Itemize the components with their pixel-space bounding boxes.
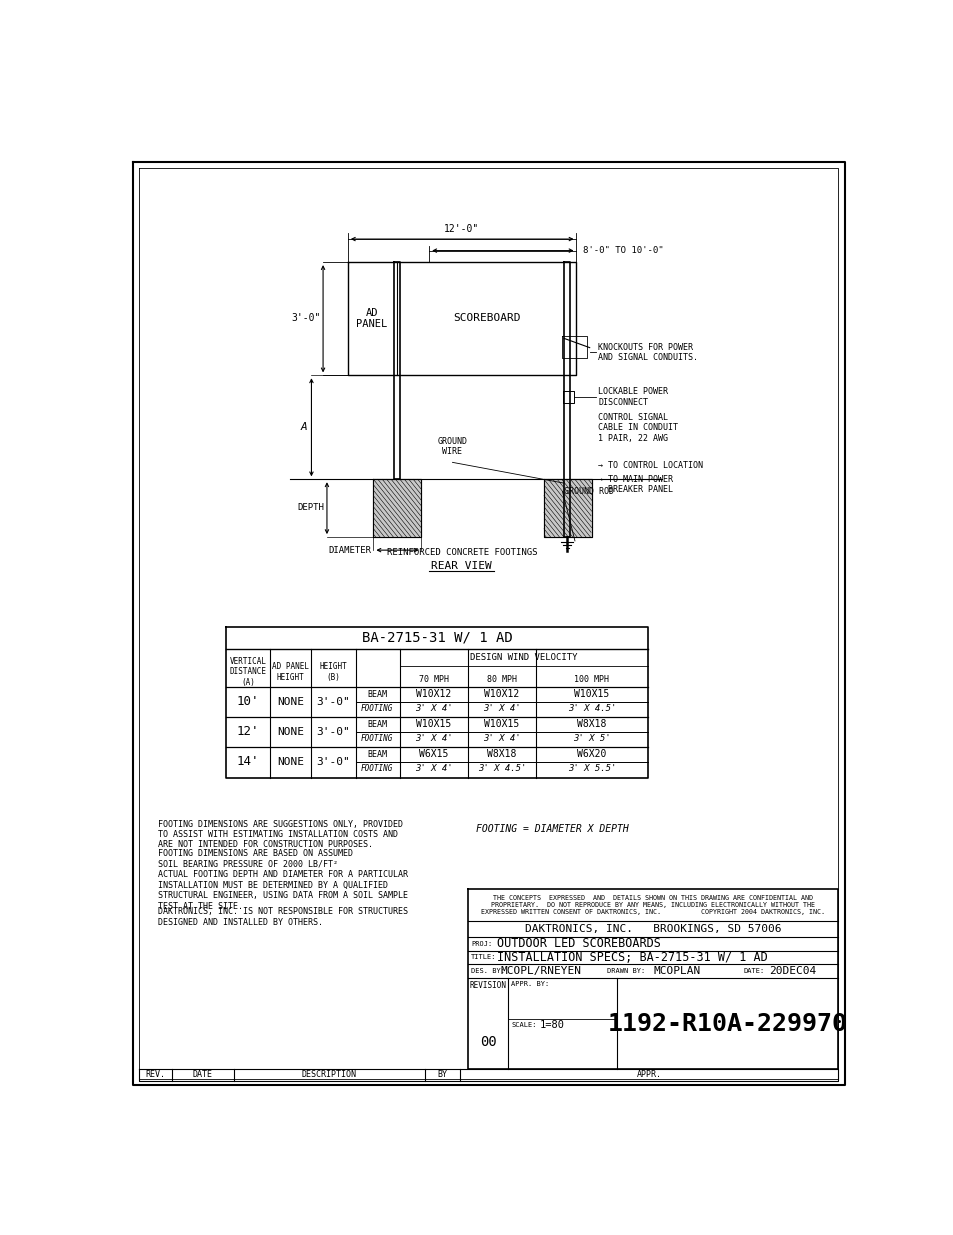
Text: A: A: [300, 422, 307, 432]
Text: → TO CONTROL LOCATION: → TO CONTROL LOCATION: [598, 461, 702, 471]
Text: AD PANEL
HEIGHT: AD PANEL HEIGHT: [272, 662, 309, 682]
Text: THE CONCEPTS  EXPRESSED  AND  DETAILS SHOWN ON THIS DRAWING ARE CONFIDENTIAL AND: THE CONCEPTS EXPRESSED AND DETAILS SHOWN…: [480, 895, 824, 915]
Text: 12'-0": 12'-0": [444, 225, 479, 235]
Text: BA-2715-31 W/ 1 AD: BA-2715-31 W/ 1 AD: [361, 631, 512, 645]
Text: W8X18: W8X18: [577, 719, 606, 729]
Text: FOOTING DIMENSIONS ARE SUGGESTIONS ONLY, PROVIDED
TO ASSIST WITH ESTIMATING INST: FOOTING DIMENSIONS ARE SUGGESTIONS ONLY,…: [158, 820, 402, 850]
Text: DEPTH: DEPTH: [297, 504, 324, 513]
Text: REINFORCED CONCRETE FOOTINGS: REINFORCED CONCRETE FOOTINGS: [386, 548, 537, 557]
Text: NONE: NONE: [276, 697, 304, 706]
Text: 1=80: 1=80: [538, 1020, 564, 1030]
Text: DAKTRONICS, INC. IS NOT RESPONSIBLE FOR STRUCTURES
DESIGNED AND INSTALLED BY OTH: DAKTRONICS, INC. IS NOT RESPONSIBLE FOR …: [158, 908, 408, 926]
Text: SCALE:: SCALE:: [511, 1021, 537, 1028]
Text: PROJ:: PROJ:: [471, 941, 492, 946]
Polygon shape: [543, 479, 592, 537]
Text: FOOTING: FOOTING: [361, 764, 393, 773]
Text: DAKTRONICS, INC.   BROOKINGS, SD 57006: DAKTRONICS, INC. BROOKINGS, SD 57006: [524, 924, 781, 934]
Text: 100 MPH: 100 MPH: [574, 676, 609, 684]
Text: GROUND
WIRE: GROUND WIRE: [437, 437, 467, 456]
Text: LOCKABLE POWER
DISCONNECT: LOCKABLE POWER DISCONNECT: [598, 388, 667, 406]
Text: W10X12: W10X12: [484, 689, 519, 699]
Text: FOOTING DIMENSIONS ARE BASED ON ASSUMED
SOIL BEARING PRESSURE OF 2000 LB/FT²: FOOTING DIMENSIONS ARE BASED ON ASSUMED …: [158, 848, 353, 868]
Text: 3'-0": 3'-0": [316, 697, 350, 706]
Text: W6X20: W6X20: [577, 750, 606, 760]
Text: DATE:: DATE:: [742, 968, 763, 974]
Text: NONE: NONE: [276, 727, 304, 737]
Text: W10X15: W10X15: [484, 719, 519, 729]
Text: SCOREBOARD: SCOREBOARD: [453, 314, 519, 324]
Text: DRAWN BY:: DRAWN BY:: [607, 968, 645, 974]
Text: 00: 00: [479, 1035, 496, 1049]
Text: BEAM: BEAM: [367, 750, 387, 758]
Text: MCOPL/RNEYEN: MCOPL/RNEYEN: [500, 966, 581, 977]
Text: 1192-R10A-229970: 1192-R10A-229970: [607, 1011, 846, 1036]
Text: HEIGHT
(B): HEIGHT (B): [319, 662, 347, 682]
Text: 3' X 4': 3' X 4': [483, 704, 520, 714]
Text: 10': 10': [236, 695, 259, 709]
Text: FOOTING: FOOTING: [361, 704, 393, 714]
Text: 3' X 4': 3' X 4': [483, 735, 520, 743]
Text: 3'-0": 3'-0": [316, 727, 350, 737]
Text: KNOCKOUTS FOR POWER
AND SIGNAL CONDUITS.: KNOCKOUTS FOR POWER AND SIGNAL CONDUITS.: [598, 342, 698, 362]
Text: W8X18: W8X18: [487, 750, 517, 760]
Text: DES. BY:: DES. BY:: [471, 968, 504, 974]
Text: DIAMETER: DIAMETER: [328, 546, 371, 555]
Text: 20DEC04: 20DEC04: [768, 966, 815, 977]
Text: 3'-0": 3'-0": [291, 314, 320, 324]
Text: BY: BY: [437, 1070, 447, 1079]
Text: CONTROL SIGNAL
CABLE IN CONDUIT
1 PAIR, 22 AWG: CONTROL SIGNAL CABLE IN CONDUIT 1 PAIR, …: [598, 412, 678, 442]
Text: 3' X 5.5': 3' X 5.5': [567, 764, 616, 773]
Text: W10X12: W10X12: [416, 689, 451, 699]
Text: DESCRIPTION: DESCRIPTION: [301, 1070, 356, 1079]
Text: 8'-0" TO 10'-0": 8'-0" TO 10'-0": [582, 246, 662, 256]
Text: APPR.: APPR.: [637, 1070, 661, 1079]
Text: W10X15: W10X15: [574, 689, 609, 699]
Text: W10X15: W10X15: [416, 719, 451, 729]
Text: 3' X 4': 3' X 4': [415, 704, 453, 714]
Text: APPR. BY:: APPR. BY:: [511, 982, 549, 988]
Text: REV.: REV.: [146, 1070, 166, 1079]
Text: 3' X 5': 3' X 5': [573, 735, 610, 743]
Text: MCOPLAN: MCOPLAN: [654, 966, 700, 977]
Text: 3'-0": 3'-0": [316, 757, 350, 767]
Text: 70 MPH: 70 MPH: [418, 676, 449, 684]
Text: 3' X 4.5': 3' X 4.5': [567, 704, 616, 714]
Text: FOOTING: FOOTING: [361, 735, 393, 743]
Text: REVISION: REVISION: [469, 981, 506, 989]
Text: OUTDOOR LED SCOREBOARDS: OUTDOOR LED SCOREBOARDS: [497, 937, 660, 950]
Text: 3' X 4': 3' X 4': [415, 735, 453, 743]
Text: AD
PANEL: AD PANEL: [355, 308, 387, 330]
Text: GROUND ROD: GROUND ROD: [563, 487, 614, 496]
Text: BEAM: BEAM: [367, 720, 387, 729]
Text: → TO MAIN POWER
  BREAKER PANEL: → TO MAIN POWER BREAKER PANEL: [598, 474, 673, 494]
Text: ACTUAL FOOTING DEPTH AND DIAMETER FOR A PARTICULAR
INSTALLATION MUST BE DETERMIN: ACTUAL FOOTING DEPTH AND DIAMETER FOR A …: [158, 871, 408, 910]
Text: W6X15: W6X15: [418, 750, 448, 760]
Text: NONE: NONE: [276, 757, 304, 767]
Text: 80 MPH: 80 MPH: [487, 676, 517, 684]
Text: 3' X 4': 3' X 4': [415, 764, 453, 773]
Text: 14': 14': [236, 756, 259, 768]
Text: REAR VIEW: REAR VIEW: [431, 562, 492, 572]
Text: DATE: DATE: [193, 1070, 213, 1079]
Text: DESIGN WIND VELOCITY: DESIGN WIND VELOCITY: [470, 652, 577, 662]
Text: 3' X 4.5': 3' X 4.5': [477, 764, 526, 773]
Polygon shape: [373, 479, 421, 537]
Text: BEAM: BEAM: [367, 689, 387, 699]
Text: TITLE:: TITLE:: [471, 955, 497, 961]
Text: VERTICAL
DISTANCE
(A): VERTICAL DISTANCE (A): [229, 657, 266, 687]
Text: 12': 12': [236, 725, 259, 739]
Text: FOOTING = DIAMETER X DEPTH: FOOTING = DIAMETER X DEPTH: [476, 824, 628, 835]
Text: INSTALLATION SPECS; BA-2715-31 W/ 1 AD: INSTALLATION SPECS; BA-2715-31 W/ 1 AD: [497, 951, 767, 965]
